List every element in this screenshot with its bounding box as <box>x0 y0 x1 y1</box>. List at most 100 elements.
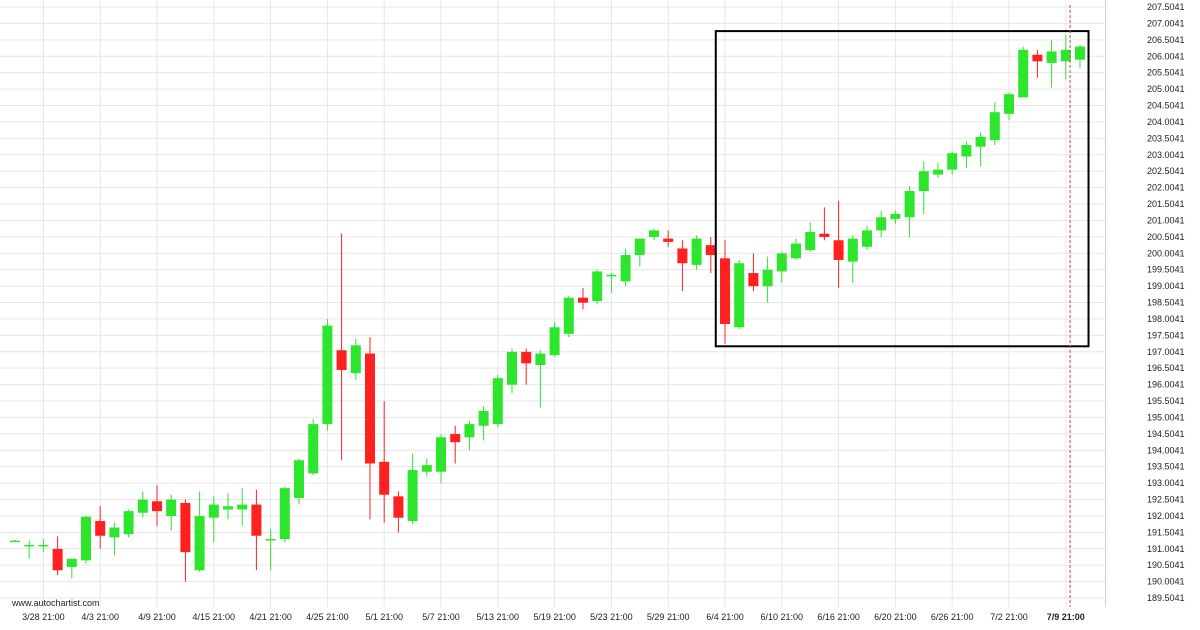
candle-body <box>563 297 574 334</box>
x-tick-label: 5/1 21:00 <box>365 612 403 622</box>
candle-up <box>109 522 120 556</box>
candle-body <box>1018 49 1029 98</box>
y-tick-label: 200.0041 <box>1147 248 1185 258</box>
candle-up <box>194 491 205 572</box>
candle-body <box>606 274 617 277</box>
candle-up <box>38 539 49 553</box>
y-tick-label: 202.5041 <box>1147 166 1185 176</box>
candle-up <box>322 319 333 431</box>
candle-body <box>975 136 986 147</box>
candle-up <box>904 186 915 237</box>
candle-down <box>819 207 830 241</box>
candle-down <box>336 233 347 461</box>
y-tick-label: 189.5041 <box>1147 593 1185 603</box>
candle-up <box>492 374 503 428</box>
candle-body <box>521 351 532 364</box>
candle-body <box>1032 54 1043 62</box>
x-tick-label: 6/10 21:00 <box>761 612 804 622</box>
candle-up <box>847 235 858 283</box>
y-tick-label: 196.5041 <box>1147 363 1185 373</box>
y-tick-label: 197.5041 <box>1147 330 1185 340</box>
candle-body <box>237 504 248 510</box>
candles <box>10 35 1085 582</box>
candle-up <box>592 269 603 305</box>
candle-body <box>251 504 262 536</box>
candle-up <box>166 494 177 531</box>
candle-body <box>918 171 929 192</box>
candle-down <box>748 253 759 292</box>
candle-body <box>265 539 276 541</box>
candle-body <box>705 245 716 256</box>
candle-up <box>933 163 943 178</box>
y-tick-label: 197.0041 <box>1147 347 1185 357</box>
candle-body <box>379 461 390 495</box>
candle-body <box>762 269 773 287</box>
candle-body <box>904 191 915 218</box>
candle-down <box>95 506 106 549</box>
candle-up <box>649 228 659 241</box>
x-tick-label: 4/25 21:00 <box>306 612 349 622</box>
candle-up <box>66 558 77 579</box>
candle-up <box>478 406 489 441</box>
x-tick-label: 6/26 21:00 <box>931 612 974 622</box>
y-tick-label: 191.0041 <box>1147 544 1185 554</box>
candle-body <box>66 558 77 567</box>
candle-up <box>1046 39 1057 88</box>
candle-body <box>294 460 304 498</box>
candle-body <box>436 437 446 472</box>
candle-up <box>535 350 546 408</box>
candle-body <box>947 153 958 170</box>
candle-body <box>933 169 943 175</box>
candle-down <box>251 489 262 571</box>
y-axis: 189.5041 190.0041 190.5041 191.0041 191.5041… <box>1147 2 1185 603</box>
candle-body <box>166 499 177 517</box>
x-tick-label: 6/16 21:00 <box>817 612 860 622</box>
candle-down <box>705 236 716 274</box>
candle-body <box>407 470 418 521</box>
candle-body <box>507 351 517 385</box>
x-tick-label: 6/4 21:00 <box>706 612 744 622</box>
candle-down <box>521 348 532 385</box>
candle-body <box>81 516 91 561</box>
x-tick-label: 5/29 21:00 <box>647 612 690 622</box>
candle-body <box>109 527 120 538</box>
candle-up <box>791 238 801 260</box>
candle-up <box>294 458 304 505</box>
candle-down <box>578 287 588 310</box>
y-tick-label: 205.5041 <box>1147 68 1185 78</box>
candle-down <box>677 240 688 292</box>
watermark-text: www.autochartist.com <box>11 598 100 608</box>
y-tick-label: 201.5041 <box>1147 199 1185 209</box>
candle-up <box>947 151 958 175</box>
candle-up <box>890 210 901 224</box>
candle-body <box>578 297 588 303</box>
candle-up <box>634 238 645 267</box>
candle-up <box>918 161 929 214</box>
candle-up <box>876 210 887 237</box>
y-tick-label: 202.0041 <box>1147 183 1185 193</box>
candle-body <box>279 488 290 540</box>
pattern-box <box>714 30 1090 348</box>
candle-body <box>38 544 49 547</box>
candle-body <box>1075 46 1085 60</box>
y-tick-label: 193.0041 <box>1147 478 1185 488</box>
candle-body <box>876 217 887 231</box>
y-tick-label: 203.0041 <box>1147 150 1185 160</box>
x-tick-label: 3/28 21:00 <box>22 612 65 622</box>
candle-down <box>833 200 844 288</box>
candle-up <box>620 248 631 287</box>
candle-body <box>180 502 191 553</box>
candle-body <box>24 544 35 547</box>
candle-up <box>862 225 872 251</box>
y-tick-label: 200.5041 <box>1147 232 1185 242</box>
candle-up <box>279 486 290 543</box>
candle-up <box>805 222 816 252</box>
y-tick-label: 201.0041 <box>1147 215 1185 225</box>
y-tick-label: 199.5041 <box>1147 265 1185 275</box>
candle-body <box>691 238 702 265</box>
y-tick-label: 207.5041 <box>1147 2 1185 12</box>
x-tick-label: 7/2 21:00 <box>990 612 1028 622</box>
candle-up <box>137 491 148 518</box>
candle-up <box>989 102 1000 146</box>
candle-up <box>237 488 248 526</box>
